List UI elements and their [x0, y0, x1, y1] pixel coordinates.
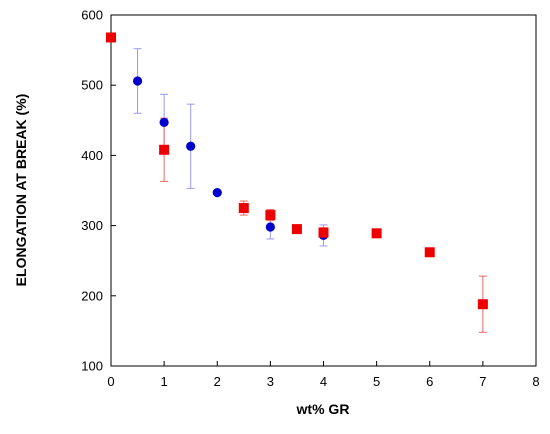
y-axis-ticks: 100 200 300 400 500 600	[81, 8, 116, 374]
data-points	[106, 32, 488, 310]
x-tick-label: 5	[373, 374, 380, 389]
circle-data-point	[212, 188, 222, 198]
square-data-point	[371, 228, 382, 239]
plot-frame	[110, 14, 537, 367]
x-tick-label: 4	[320, 374, 327, 389]
circle-data-point	[132, 76, 143, 86]
x-tick-label: 2	[214, 374, 221, 389]
circle-data-point	[159, 117, 169, 128]
y-tick-label: 600	[81, 8, 103, 23]
y-tick-label: 400	[81, 148, 103, 163]
x-tick-label: 7	[479, 374, 486, 389]
square-data-point	[318, 227, 329, 238]
x-tick-label: 0	[107, 374, 114, 389]
error-bars	[133, 48, 487, 333]
circle-data-point	[265, 222, 275, 232]
x-tick-label: 3	[267, 374, 274, 389]
circle-data-point	[186, 141, 196, 151]
y-tick-label: 500	[81, 78, 103, 93]
y-axis-title: ELONGATION AT BREAK (%)	[13, 94, 29, 287]
y-tick-label: 300	[81, 218, 103, 233]
square-data-point	[291, 224, 302, 235]
square-data-point	[424, 247, 435, 258]
square-data-point	[238, 203, 249, 214]
square-data-point	[106, 32, 116, 43]
y-tick-label: 100	[81, 359, 103, 374]
x-tick-label: 6	[426, 374, 433, 389]
square-data-point	[265, 210, 276, 221]
x-axis-title: wt% GR	[296, 401, 350, 417]
square-data-point	[477, 299, 488, 310]
x-axis-ticks: 0 1 2 3 4 5 6 7 8	[107, 361, 540, 389]
x-tick-label: 8	[532, 374, 539, 389]
x-tick-label: 1	[161, 374, 168, 389]
y-tick-label: 200	[81, 288, 103, 303]
square-data-point	[159, 144, 170, 155]
